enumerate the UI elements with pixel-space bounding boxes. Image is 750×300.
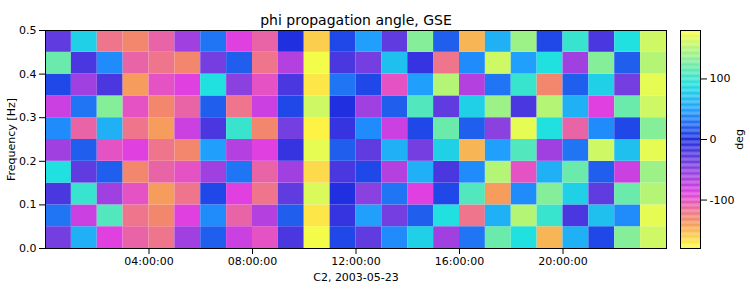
svg-text:-100: -100 <box>710 194 735 207</box>
svg-text:100: 100 <box>710 72 731 85</box>
svg-text:16:00:00: 16:00:00 <box>435 255 484 268</box>
svg-text:0.5: 0.5 <box>19 24 37 37</box>
svg-text:04:00:00: 04:00:00 <box>124 255 173 268</box>
svg-text:deg: deg <box>733 129 746 150</box>
svg-text:12:00:00: 12:00:00 <box>331 255 380 268</box>
svg-text:0.3: 0.3 <box>19 111 37 124</box>
svg-text:Frequency [Hz]: Frequency [Hz] <box>5 98 18 181</box>
svg-text:0: 0 <box>710 133 717 146</box>
svg-text:0.4: 0.4 <box>19 68 37 81</box>
svg-text:phi propagation angle, GSE: phi propagation angle, GSE <box>260 12 452 28</box>
svg-text:C2, 2003-05-23: C2, 2003-05-23 <box>313 271 399 284</box>
svg-text:08:00:00: 08:00:00 <box>228 255 277 268</box>
svg-text:0.2: 0.2 <box>19 155 37 168</box>
svg-text:0.1: 0.1 <box>19 198 37 211</box>
svg-text:0.0: 0.0 <box>19 242 37 255</box>
svg-text:20:00:00: 20:00:00 <box>538 255 587 268</box>
